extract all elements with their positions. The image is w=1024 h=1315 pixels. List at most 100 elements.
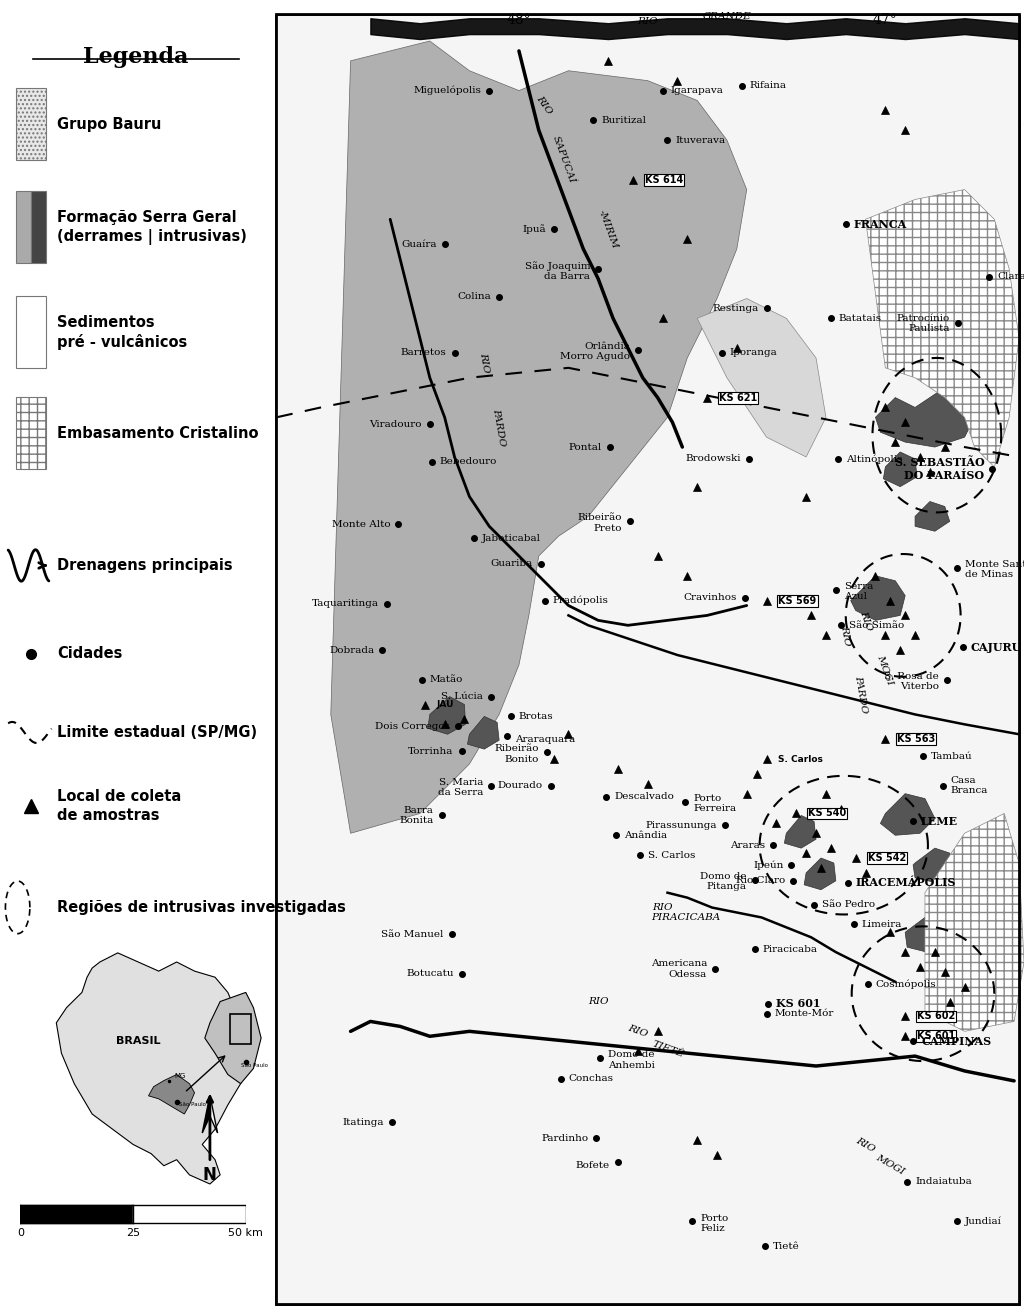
Text: Sedimentos
pré - vulcânicos: Sedimentos pré - vulcânicos [57, 316, 187, 350]
Text: RIO: RIO [840, 625, 852, 646]
Text: Americana
Odessa: Americana Odessa [650, 959, 708, 978]
Text: RIO: RIO [858, 609, 873, 631]
FancyBboxPatch shape [16, 88, 46, 160]
Polygon shape [884, 452, 918, 487]
Text: Altinópolis: Altinópolis [846, 454, 902, 464]
Text: 50 km: 50 km [228, 1228, 263, 1239]
Text: S. Carlos: S. Carlos [778, 755, 823, 764]
Polygon shape [881, 794, 935, 835]
Text: SAPUCAÍ: SAPUCAÍ [551, 135, 577, 185]
Polygon shape [865, 189, 1019, 467]
Text: Embasamento Cristalino: Embasamento Cristalino [57, 426, 258, 442]
Text: 0: 0 [17, 1228, 24, 1239]
Text: CAJURU: CAJURU [971, 642, 1022, 652]
Text: RIO: RIO [588, 997, 608, 1006]
Text: S. Carlos: S. Carlos [648, 851, 695, 860]
Text: Serra
Azul: Serra Azul [844, 581, 873, 601]
Polygon shape [784, 815, 816, 848]
Text: Ipeún: Ipeún [753, 860, 783, 869]
Bar [16, 191, 31, 263]
Text: São Manuel: São Manuel [381, 930, 443, 939]
Text: Monte Alto: Monte Alto [332, 519, 390, 529]
Polygon shape [467, 717, 499, 750]
Text: Matão: Matão [430, 676, 463, 684]
FancyBboxPatch shape [16, 296, 46, 368]
Text: S. Lúcia: S. Lúcia [441, 692, 483, 701]
Text: São Paulo: São Paulo [179, 1102, 206, 1107]
Text: PARDO: PARDO [853, 675, 868, 714]
Text: KS 614: KS 614 [645, 175, 683, 184]
Text: Limite estadual (SP/MG): Limite estadual (SP/MG) [57, 725, 257, 740]
Text: Brotas: Brotas [519, 711, 554, 721]
Text: Ipuã: Ipuã [522, 225, 546, 234]
Text: Igarapava: Igarapava [671, 85, 723, 95]
Text: JAU: JAU [437, 700, 455, 709]
Text: KS 542: KS 542 [867, 853, 906, 863]
Text: São Joaquim
da Barra: São Joaquim da Barra [524, 260, 590, 281]
Text: Viradouro: Viradouro [370, 419, 422, 429]
Text: KS 601: KS 601 [776, 998, 821, 1009]
Text: Rio Claro: Rio Claro [736, 876, 785, 885]
Text: Regiões de intrusivas investigadas: Regiões de intrusivas investigadas [57, 899, 346, 915]
Polygon shape [205, 993, 261, 1084]
Text: Indaiatuba: Indaiatuba [915, 1177, 972, 1186]
Polygon shape [925, 814, 1024, 1031]
Text: Anândia: Anândia [624, 831, 667, 840]
Text: Claraval: Claraval [997, 272, 1024, 281]
Polygon shape [428, 697, 466, 734]
Text: KS 540: KS 540 [808, 809, 847, 818]
Text: Descalvado: Descalvado [614, 792, 674, 801]
Text: KS 563: KS 563 [897, 734, 936, 744]
Text: BRASIL: BRASIL [116, 1036, 161, 1047]
Text: Ituverava: Ituverava [676, 135, 726, 145]
Text: Conchas: Conchas [568, 1074, 613, 1084]
Text: Limeira: Limeira [861, 920, 902, 928]
Text: RIO: RIO [637, 17, 658, 26]
Text: Pradópolis: Pradópolis [553, 596, 608, 605]
Text: TIETÊ: TIETÊ [650, 1039, 685, 1059]
Text: PARDO: PARDO [492, 408, 507, 447]
Text: Domo de
Pitanga: Domo de Pitanga [700, 872, 746, 892]
Polygon shape [851, 576, 905, 621]
Text: 47°: 47° [873, 13, 898, 28]
Text: Dourado: Dourado [498, 781, 543, 790]
Text: CAMPINAS: CAMPINAS [921, 1036, 991, 1047]
Text: São Simão: São Simão [849, 621, 904, 630]
Bar [230, 1014, 251, 1044]
Text: Monte-Mór: Monte-Mór [774, 1009, 834, 1018]
Text: Drenagens principais: Drenagens principais [57, 558, 232, 573]
Text: S. Maria
da Serra: S. Maria da Serra [438, 778, 483, 797]
Text: -MIRIM: -MIRIM [597, 209, 620, 250]
Polygon shape [697, 299, 826, 456]
Text: Grupo Bauru: Grupo Bauru [57, 117, 162, 133]
Text: Jundiaí: Jundiaí [965, 1216, 1001, 1226]
Polygon shape [915, 501, 949, 531]
Polygon shape [331, 41, 746, 834]
Text: MOGI: MOGI [876, 654, 895, 686]
Text: Formação Serra Geral
(derrames | intrusivas): Formação Serra Geral (derrames | intrusi… [57, 210, 247, 245]
Text: Monte Santo
de Minas: Monte Santo de Minas [965, 560, 1024, 580]
Text: Patrocínio
Paulista: Patrocínio Paulista [896, 313, 949, 333]
Text: Ribeirão
Bonito: Ribeirão Bonito [495, 744, 539, 764]
Text: Iporanga: Iporanga [730, 348, 777, 358]
Text: Pirassununga: Pirassununga [645, 821, 717, 830]
Text: Casa
Branca: Casa Branca [950, 776, 988, 796]
Text: Porto
Ferreira: Porto Ferreira [693, 794, 736, 813]
Text: RIO: RIO [854, 1136, 877, 1155]
Text: PIRACICABA: PIRACICABA [650, 913, 720, 922]
Text: Araraquara: Araraquara [515, 735, 575, 744]
Text: Tietê: Tietê [772, 1241, 799, 1251]
Text: Domo de
Anhembi: Domo de Anhembi [608, 1051, 655, 1069]
Text: S. Rosa de
Viterbo: S. Rosa de Viterbo [884, 672, 939, 692]
Text: Cravinhos: Cravinhos [683, 593, 737, 602]
Text: Tambaú: Tambaú [931, 752, 973, 760]
Polygon shape [804, 859, 836, 890]
Text: Orlândia
Morro Agudo: Orlândia Morro Agudo [560, 342, 630, 362]
Text: Barra
Bonita: Barra Bonita [399, 806, 434, 825]
Polygon shape [943, 957, 982, 992]
Text: Bofete: Bofete [575, 1161, 610, 1170]
Text: RIO: RIO [535, 95, 553, 116]
Text: Barretos: Barretos [400, 348, 446, 358]
Text: Pardinho: Pardinho [541, 1134, 588, 1143]
Text: Rifaina: Rifaina [750, 82, 786, 91]
